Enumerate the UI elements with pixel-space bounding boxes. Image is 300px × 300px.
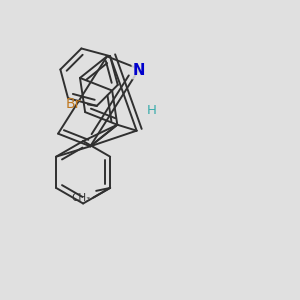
Text: N: N [133,63,146,78]
Text: Br: Br [66,98,81,111]
Text: N: N [133,63,146,78]
Text: CH₃: CH₃ [72,193,91,202]
Text: H: H [147,104,157,117]
